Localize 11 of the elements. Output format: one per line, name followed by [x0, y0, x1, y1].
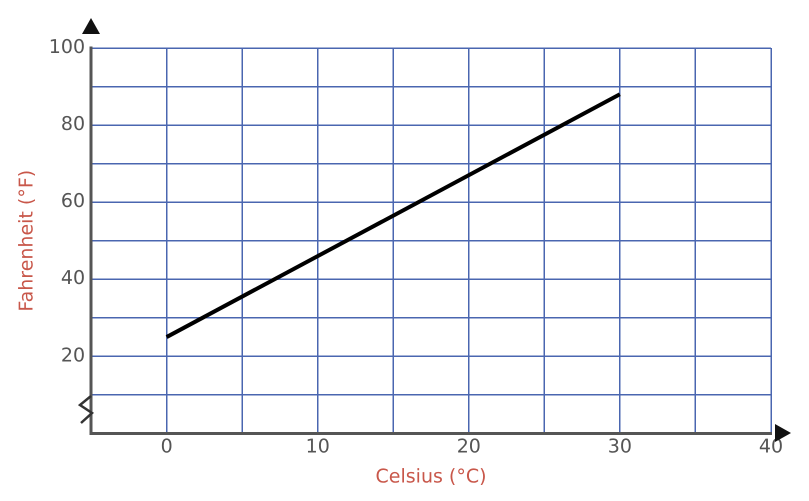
y-tick-label: 100: [48, 36, 86, 58]
x-tick-label: 0: [160, 436, 173, 458]
y-axis-title: Fahrenheit (°F): [15, 170, 38, 312]
x-tick-label: 10: [306, 436, 330, 458]
y-tick-label: 40: [60, 267, 86, 290]
x-axis-title: Celsius (°C): [376, 466, 487, 488]
x-tick-label: 30: [608, 436, 632, 458]
y-tick-label: 20: [60, 344, 86, 366]
y-tick-label: 60: [60, 190, 86, 212]
x-tick-label: 20: [456, 436, 481, 458]
y-tick-label: 80: [60, 113, 86, 136]
